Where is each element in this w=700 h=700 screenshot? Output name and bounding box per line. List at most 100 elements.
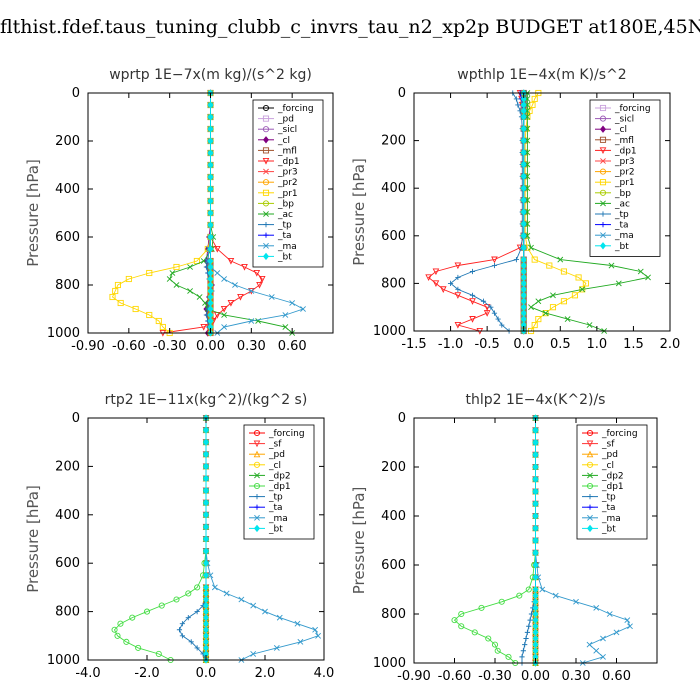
data-point — [176, 627, 183, 633]
data-point — [531, 95, 538, 102]
data-point — [211, 584, 218, 591]
data-point — [586, 641, 593, 648]
legend-label: _bt — [268, 524, 283, 534]
data-point — [173, 282, 180, 288]
legend-label: _sicl — [614, 115, 634, 125]
data-point — [524, 629, 530, 635]
data-point — [282, 312, 289, 318]
data-point — [203, 474, 209, 483]
data-point — [532, 536, 539, 545]
legend-label: _pd — [277, 115, 294, 125]
legend-marker — [262, 200, 270, 207]
legend-label: _forcing — [601, 429, 638, 439]
data-point — [276, 614, 283, 621]
data-point — [557, 256, 564, 263]
y-tick-label: 200 — [381, 134, 406, 149]
legend-item: _forcing — [595, 104, 651, 114]
data-point — [238, 596, 245, 603]
data-point — [454, 292, 462, 299]
legend-marker — [263, 211, 269, 217]
data-point — [525, 586, 532, 593]
legend-label: _pd — [601, 450, 618, 460]
legend-marker — [262, 104, 270, 112]
legend-item: _dp1 — [258, 157, 300, 167]
data-point — [469, 316, 476, 323]
data-point — [516, 592, 523, 599]
legend-item: _pr1 — [258, 189, 298, 199]
legend-item: _ma — [595, 231, 634, 241]
data-point — [114, 632, 121, 639]
legend-item: _dp2 — [582, 471, 624, 481]
legend-item: _sf — [249, 440, 282, 450]
data-point — [207, 173, 214, 181]
data-point — [542, 310, 549, 317]
data-point — [187, 264, 194, 270]
data-point — [196, 294, 203, 300]
legend-marker — [587, 504, 593, 510]
legend-item: _dp2 — [249, 471, 291, 481]
y-tick-label: 0 — [72, 86, 80, 101]
legend-label: _bt — [601, 524, 616, 534]
data-point — [114, 281, 121, 289]
legend-marker — [263, 242, 269, 249]
data-point — [458, 623, 465, 630]
y-tick-label: 200 — [55, 134, 80, 149]
data-point — [268, 294, 275, 300]
x-tick-label: 1.5 — [623, 337, 644, 352]
data-point — [600, 653, 606, 660]
data-point — [227, 257, 235, 265]
y-tick-label: 400 — [381, 509, 406, 524]
series-line — [524, 92, 587, 332]
data-point — [532, 438, 539, 447]
legend-marker — [600, 222, 606, 228]
data-point — [532, 512, 539, 520]
legend-item: _pr3 — [258, 168, 298, 178]
legend: _forcing_pd_sicl_cl_mfl_dp1_pr3_pr2_pr1_… — [252, 99, 324, 268]
legend: _forcing_sf_pd_cl_dp2_dp1_tp_ta_ma_bt — [576, 424, 648, 540]
data-point — [207, 245, 214, 253]
data-point — [535, 298, 542, 305]
legend-marker — [263, 168, 269, 175]
legend-item: _mfl — [595, 136, 634, 146]
data-point — [188, 639, 194, 645]
data-point — [207, 101, 214, 109]
data-point — [528, 244, 534, 251]
legend-label: _ac — [614, 199, 630, 209]
legend-label: _tp — [614, 210, 629, 220]
data-point — [207, 209, 214, 217]
series-bt — [520, 89, 527, 335]
x-tick-label: 0.60 — [602, 669, 631, 684]
data-point — [203, 511, 209, 519]
data-point — [520, 160, 527, 169]
legend-marker — [254, 472, 260, 479]
data-point — [488, 304, 494, 310]
series-line — [427, 92, 525, 332]
data-point — [606, 611, 613, 617]
legend-label: _dp1 — [268, 482, 291, 492]
data-point — [207, 221, 214, 229]
legend-item: _dp1 — [249, 482, 291, 492]
legend-box — [589, 99, 661, 257]
data-point — [194, 609, 200, 615]
legend-item: _forcing — [582, 429, 638, 439]
data-point — [262, 608, 268, 615]
x-tick-label: 2.0 — [660, 337, 681, 352]
x-tick-label: -0.90 — [397, 669, 431, 684]
data-point — [519, 654, 525, 660]
legend-label: _pr3 — [277, 168, 298, 178]
y-axis-label: Pressure [hPa] — [24, 159, 42, 267]
data-point — [203, 571, 209, 579]
legend-label: _ta — [277, 231, 292, 241]
legend-label: _sf — [601, 440, 615, 450]
series-dp1 — [451, 414, 539, 667]
data-point — [207, 137, 214, 145]
data-point — [532, 487, 539, 496]
y-tick-label: 1000 — [47, 326, 80, 341]
legend-label: _forcing — [277, 104, 314, 114]
legend-item: _cl — [595, 125, 627, 135]
chart-title: thlp2 1E−4x(K^2)/s — [466, 392, 606, 408]
legend-label: _tp — [601, 493, 616, 503]
data-point — [532, 426, 539, 434]
y-axis-label: Pressure [hPa] — [350, 158, 368, 266]
legend-label: _ac — [277, 210, 293, 220]
